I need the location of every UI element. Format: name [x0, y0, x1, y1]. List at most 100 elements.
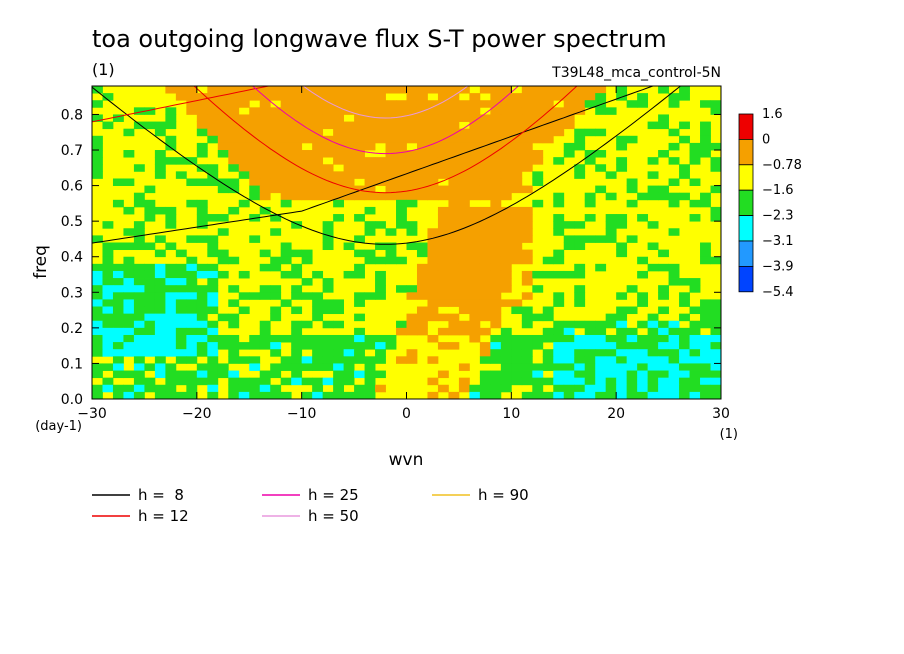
field-cell [521, 142, 533, 151]
field-cell [385, 178, 397, 186]
field-cell [123, 128, 135, 137]
field-cell [154, 164, 166, 172]
field-cell [406, 100, 418, 108]
field-cell [574, 242, 586, 251]
field-cell [416, 100, 428, 108]
field-cell [479, 377, 491, 386]
field-cell [584, 391, 596, 399]
field-cell [626, 363, 638, 371]
field-cell [270, 135, 282, 144]
field-cell [364, 249, 376, 258]
field-cell [207, 285, 219, 293]
field-cell [458, 235, 470, 243]
field-cell [521, 292, 533, 300]
field-cell [186, 299, 198, 307]
field-cell [322, 178, 334, 186]
field-cell [574, 285, 586, 293]
field-cell [207, 356, 219, 364]
field-cell [679, 349, 690, 357]
field-cell [416, 150, 428, 158]
field-cell [710, 299, 721, 307]
field-cell [154, 235, 166, 243]
field-cell [92, 327, 103, 336]
field-cell [333, 391, 344, 399]
field-cell [710, 384, 721, 393]
field-cell [637, 334, 649, 343]
field-cell [92, 391, 103, 399]
field-cell [207, 107, 219, 115]
field-cell [542, 349, 554, 357]
field-cell [375, 285, 386, 293]
field-cell [175, 306, 187, 315]
field-cell [396, 164, 407, 172]
field-cell [333, 349, 344, 357]
field-cell [322, 391, 334, 399]
field-cell [542, 114, 554, 122]
field-cell [217, 228, 229, 236]
field-cell [322, 171, 334, 179]
field-cell [312, 391, 324, 399]
field-cell [238, 135, 250, 144]
field-cell [406, 185, 418, 194]
field-cell [343, 185, 355, 194]
field-cell [165, 157, 177, 165]
field-cell [616, 320, 628, 329]
field-cell [574, 86, 586, 94]
field-cell [144, 342, 156, 350]
field-cell [500, 135, 512, 144]
field-cell [406, 121, 418, 130]
field-cell [521, 135, 533, 144]
field-cell [626, 370, 638, 379]
field-cell [312, 150, 324, 158]
field-cell [532, 370, 544, 379]
field-cell [647, 121, 659, 130]
field-cell [301, 249, 313, 258]
field-cell [112, 356, 124, 364]
field-cell [553, 128, 565, 137]
field-cell [458, 285, 470, 293]
field-cell [479, 128, 491, 137]
field-cell [427, 256, 439, 265]
field-cell [322, 221, 334, 229]
field-cell [196, 342, 208, 350]
field-cell [500, 384, 512, 393]
field-cell [102, 334, 114, 343]
field-cell [616, 384, 628, 393]
field-cell [647, 320, 659, 329]
field-cell [574, 356, 586, 364]
field-cell [500, 356, 512, 364]
colorbar-swatch [738, 164, 754, 191]
field-cell [511, 299, 523, 307]
field-cell [668, 228, 680, 236]
field-cell [427, 121, 439, 130]
field-cell [270, 185, 282, 194]
field-cell [322, 299, 334, 307]
field-cell [312, 313, 324, 322]
field-cell [427, 242, 439, 251]
field-cell [626, 334, 638, 343]
field-cell [679, 278, 690, 286]
field-cell [154, 128, 166, 137]
field-cell [385, 242, 397, 251]
field-cell [133, 356, 145, 364]
field-cell [437, 206, 449, 215]
field-cell [406, 242, 418, 251]
field-cell [574, 292, 586, 300]
field-cell [364, 206, 376, 215]
field-cell [333, 135, 344, 144]
field-cell [616, 342, 628, 350]
field-cell [354, 86, 365, 94]
field-cell [396, 199, 407, 208]
field-cell [312, 107, 324, 115]
field-cell [637, 299, 649, 307]
field-cell [249, 93, 261, 101]
field-cell [700, 135, 711, 144]
field-cell [133, 235, 145, 243]
field-cell [186, 306, 198, 315]
field-cell [500, 299, 512, 307]
field-cell [123, 178, 135, 186]
field-cell [228, 285, 240, 293]
field-cell [133, 164, 145, 172]
field-cell [165, 292, 177, 300]
field-cell [437, 249, 449, 258]
